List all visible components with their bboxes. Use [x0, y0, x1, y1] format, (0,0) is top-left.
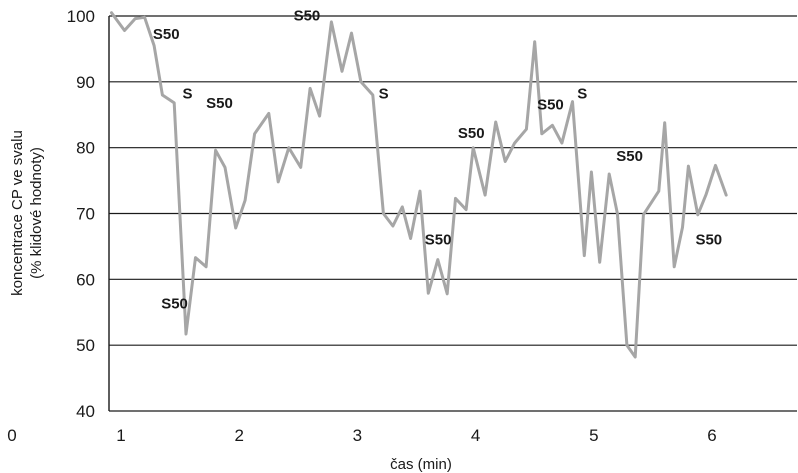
y-axis-title: koncentrace CP ve svalu (% klidové hodno… [9, 130, 45, 296]
annotation-s50-5: S50 [458, 125, 485, 142]
y-axis-title-line-1: koncentrace CP ve svalu [9, 130, 26, 296]
annotation-s-7: S [577, 85, 587, 102]
annotation-s50-3: S50 [294, 8, 321, 25]
annotation-s50-9: S50 [616, 148, 643, 165]
x-tick-label-2: 2 [234, 426, 243, 445]
annotation-s50-0: S50 [153, 26, 180, 43]
annotation-s-1: S [182, 85, 192, 102]
x-tick-label-4: 4 [471, 426, 480, 445]
annotation-s-4: S [379, 85, 389, 102]
x-tick-label-1: 1 [116, 426, 125, 445]
tick-labels: 40 50 60 70 80 90 100 1 2 3 4 5 6 [67, 7, 717, 445]
y-tick-label-90: 90 [76, 73, 95, 92]
gridlines [109, 15, 797, 412]
x-axis-title: čas (min) [390, 456, 452, 473]
annotation-s50-11: S50 [161, 295, 188, 312]
x-tick-label-5: 5 [589, 426, 598, 445]
y-tick-label-80: 80 [76, 139, 95, 158]
annotations: S50 S S50 S50 S S50 S50 S S50 S50 S50 S50 [153, 8, 722, 313]
annotation-s50-8: S50 [425, 231, 452, 248]
x-tick-label-6: 6 [707, 426, 716, 445]
series [110, 11, 728, 359]
series-line-0 [110, 11, 728, 359]
y-tick-label-50: 50 [76, 336, 95, 355]
annotation-s50-2: S50 [206, 95, 233, 112]
x-origin-label: 0 [7, 426, 16, 445]
annotation-s50-6: S50 [537, 96, 564, 113]
y-tick-label-60: 60 [76, 270, 95, 289]
y-tick-label-100: 100 [67, 7, 95, 26]
annotation-s50-10: S50 [695, 231, 722, 248]
y-tick-label-40: 40 [76, 402, 95, 421]
x-tick-label-3: 3 [353, 426, 362, 445]
y-tick-label-70: 70 [76, 205, 95, 224]
y-axis-title-line-2: (% klidové hodnoty) [28, 147, 45, 279]
